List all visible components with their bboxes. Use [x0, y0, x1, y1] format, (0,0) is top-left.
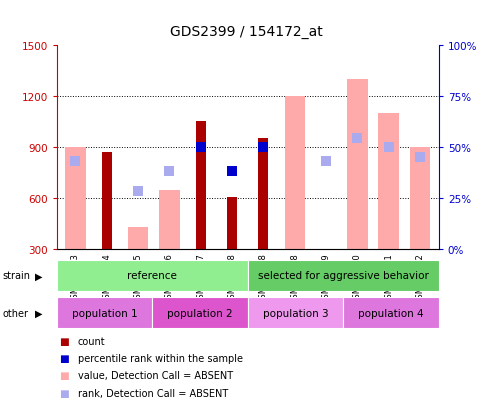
- Text: ▶: ▶: [35, 271, 42, 281]
- Point: [71, 158, 79, 164]
- Point: [134, 189, 142, 195]
- Text: strain: strain: [2, 271, 31, 281]
- Bar: [227, 197, 237, 250]
- Bar: [102, 153, 112, 250]
- Point: [259, 144, 267, 151]
- Text: selected for aggressive behavior: selected for aggressive behavior: [258, 271, 429, 281]
- Text: percentile rank within the sample: percentile rank within the sample: [78, 353, 243, 363]
- Text: ■: ■: [59, 336, 69, 346]
- Bar: [258, 139, 268, 250]
- Bar: [379, 114, 399, 250]
- Text: population 3: population 3: [263, 308, 328, 318]
- Text: ■: ■: [59, 353, 69, 363]
- Bar: [247, 260, 439, 291]
- Bar: [57, 260, 247, 291]
- Bar: [65, 147, 86, 250]
- Point: [228, 168, 236, 175]
- Text: value, Detection Call = ABSENT: value, Detection Call = ABSENT: [78, 370, 233, 380]
- Bar: [159, 190, 179, 250]
- Bar: [128, 228, 148, 250]
- Bar: [196, 122, 206, 250]
- Text: rank, Detection Call = ABSENT: rank, Detection Call = ABSENT: [78, 388, 228, 398]
- Bar: [152, 297, 248, 328]
- Point: [322, 158, 330, 164]
- Point: [385, 144, 392, 151]
- Bar: [347, 79, 367, 250]
- Point: [166, 168, 174, 175]
- Text: ▶: ▶: [35, 308, 42, 318]
- Bar: [57, 297, 152, 328]
- Bar: [410, 147, 430, 250]
- Text: count: count: [78, 336, 106, 346]
- Text: ■: ■: [59, 370, 69, 380]
- Text: population 2: population 2: [167, 308, 233, 318]
- Point: [416, 154, 424, 161]
- Text: reference: reference: [127, 271, 177, 281]
- Bar: [247, 297, 343, 328]
- Text: GDS2399 / 154172_at: GDS2399 / 154172_at: [170, 25, 323, 39]
- Point: [353, 136, 361, 142]
- Text: other: other: [2, 308, 29, 318]
- Bar: [343, 297, 439, 328]
- Point: [197, 144, 205, 151]
- Text: population 1: population 1: [71, 308, 137, 318]
- Text: ■: ■: [59, 388, 69, 398]
- Text: population 4: population 4: [358, 308, 424, 318]
- Bar: [284, 97, 305, 250]
